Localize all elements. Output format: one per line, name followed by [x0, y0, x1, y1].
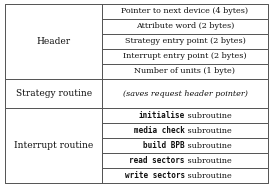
Text: subroutine: subroutine	[185, 142, 232, 150]
Bar	[102, 153, 268, 168]
Text: initialise: initialise	[139, 111, 185, 120]
Text: Attribute word (2 bytes): Attribute word (2 bytes)	[136, 22, 234, 30]
Text: Strategy routine: Strategy routine	[16, 89, 92, 98]
Bar	[102, 123, 268, 138]
Bar	[102, 19, 268, 34]
Text: build BPB: build BPB	[143, 141, 185, 150]
Text: Interrupt entry point (2 bytes): Interrupt entry point (2 bytes)	[123, 52, 247, 60]
Bar	[5, 4, 102, 79]
Text: Pointer to next device (4 bytes): Pointer to next device (4 bytes)	[121, 7, 248, 15]
Bar	[102, 49, 268, 64]
Text: Strategy entry point (2 bytes): Strategy entry point (2 bytes)	[124, 37, 245, 45]
Text: media check: media check	[134, 126, 185, 135]
Text: write sectors: write sectors	[125, 171, 185, 180]
Text: Interrupt routine: Interrupt routine	[14, 141, 94, 150]
Text: subroutine: subroutine	[185, 112, 232, 120]
Bar	[5, 108, 102, 183]
Bar	[102, 108, 268, 123]
Text: subroutine: subroutine	[185, 127, 232, 135]
Bar	[5, 79, 102, 108]
Text: subroutine: subroutine	[185, 172, 232, 180]
Bar	[102, 4, 268, 19]
Text: (saves request header pointer): (saves request header pointer)	[123, 90, 247, 97]
Bar	[102, 79, 268, 108]
Bar	[102, 64, 268, 79]
Text: Number of units (1 byte): Number of units (1 byte)	[135, 67, 236, 75]
Bar	[102, 34, 268, 49]
Text: Header: Header	[37, 37, 71, 46]
Bar	[102, 138, 268, 153]
Text: subroutine: subroutine	[185, 157, 232, 165]
Text: read sectors: read sectors	[129, 156, 185, 165]
Bar	[102, 168, 268, 183]
